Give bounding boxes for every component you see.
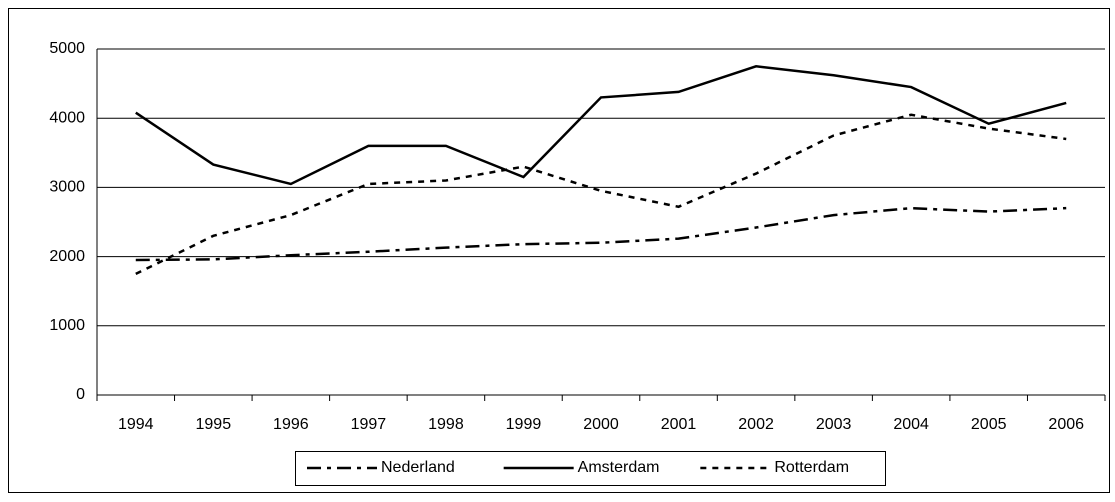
x-tick-label: 2005 — [971, 416, 1007, 433]
x-tick-label: 2001 — [661, 416, 697, 433]
y-tick-label: 2000 — [49, 248, 85, 265]
x-tick-label: 1997 — [351, 416, 387, 433]
legend-label: Rotterdam — [774, 459, 849, 476]
x-tick-label: 1994 — [118, 416, 154, 433]
legend-box — [295, 451, 886, 486]
y-tick-label: 4000 — [49, 109, 85, 126]
x-tick-label: 1998 — [428, 416, 464, 433]
x-tick-label: 2003 — [816, 416, 852, 433]
line-series — [135, 206, 1067, 262]
x-tick-label: 2004 — [893, 416, 929, 433]
legend-label: Amsterdam — [578, 459, 660, 476]
legend-label: Nederland — [381, 459, 455, 476]
x-tick-label: 2002 — [738, 416, 774, 433]
y-tick-label: 5000 — [49, 40, 85, 57]
x-tick-label: 1995 — [196, 416, 232, 433]
line-series — [135, 65, 1067, 186]
line-series — [135, 113, 1067, 276]
x-tick-label: 1999 — [506, 416, 542, 433]
x-tick-label: 1996 — [273, 416, 309, 433]
x-tick-label: 2006 — [1048, 416, 1084, 433]
y-tick-label: 1000 — [49, 317, 85, 334]
y-tick-label: 0 — [76, 386, 85, 403]
chart-border — [8, 8, 1110, 493]
x-tick-label: 2000 — [583, 416, 619, 433]
y-tick-label: 3000 — [49, 179, 85, 196]
